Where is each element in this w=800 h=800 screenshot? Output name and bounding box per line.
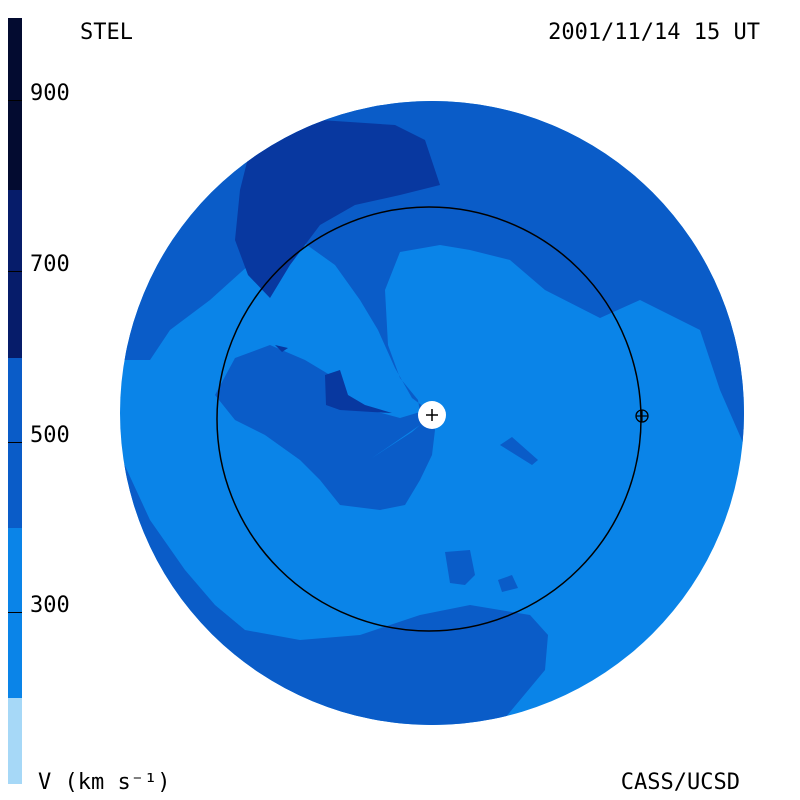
colorbar-tick-700: 700 [30, 252, 70, 277]
colorbar-tickmark-500 [8, 442, 22, 443]
fast-speed-sliver [275, 345, 288, 352]
colorbar-tickmark-900 [8, 100, 22, 101]
colorbar-tick-300: 300 [30, 593, 70, 618]
colorbar-band-3 [8, 190, 22, 358]
timestamp-label: 2001/11/14 15 UT [548, 20, 760, 45]
fast-speed-region-northwest [235, 120, 440, 298]
colorbar-tickmark-700 [8, 271, 22, 272]
colorbar-tick-900: 900 [30, 81, 70, 106]
earth-orbit-ring [216, 206, 642, 632]
velocity-unit-label: V (km s⁻¹) [38, 770, 171, 795]
velocity-colorbar [8, 18, 22, 784]
slow-speed-streak [372, 425, 420, 458]
sun-marker [418, 401, 446, 429]
medium-speed-patch-south [445, 550, 475, 585]
colorbar-band-1 [8, 18, 22, 190]
credit-label: CASS/UCSD [620, 770, 740, 795]
colorbar-tick-500: 500 [30, 423, 70, 448]
fast-speed-region-center [325, 370, 392, 413]
colorbar-band-6 [8, 698, 22, 784]
colorbar-band-5 [8, 528, 22, 698]
earth-marker [635, 409, 649, 423]
medium-speed-patch-southeast [498, 575, 518, 592]
colorbar-band-4 [8, 358, 22, 528]
medium-speed-patch-east [500, 437, 538, 465]
colorbar-tickmark-300 [8, 612, 22, 613]
source-label: STEL [80, 20, 133, 45]
